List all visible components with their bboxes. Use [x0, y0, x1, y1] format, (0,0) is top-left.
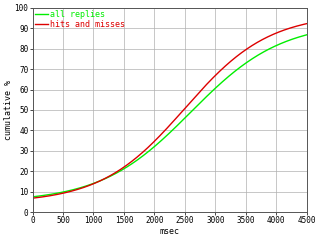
all replies	[141, 154, 145, 157]
Y-axis label: cumulative %: cumulative %	[4, 80, 13, 140]
hits and misses	[244, 48, 248, 51]
Line: all replies: all replies	[33, 35, 307, 197]
hits and misses	[151, 141, 155, 144]
all replies	[219, 82, 223, 85]
hits and misses	[141, 150, 145, 153]
hits and misses	[219, 69, 223, 72]
all replies	[31, 195, 35, 198]
hits and misses	[59, 192, 62, 195]
all replies	[151, 146, 155, 149]
hits and misses	[305, 22, 308, 25]
all replies	[305, 33, 308, 36]
Legend: all replies, hits and misses: all replies, hits and misses	[34, 9, 126, 30]
all replies	[244, 61, 248, 64]
Line: hits and misses: hits and misses	[33, 24, 307, 198]
all replies	[59, 191, 62, 194]
hits and misses	[249, 45, 253, 48]
all replies	[249, 58, 253, 61]
X-axis label: msec: msec	[160, 227, 180, 236]
hits and misses	[31, 197, 35, 200]
